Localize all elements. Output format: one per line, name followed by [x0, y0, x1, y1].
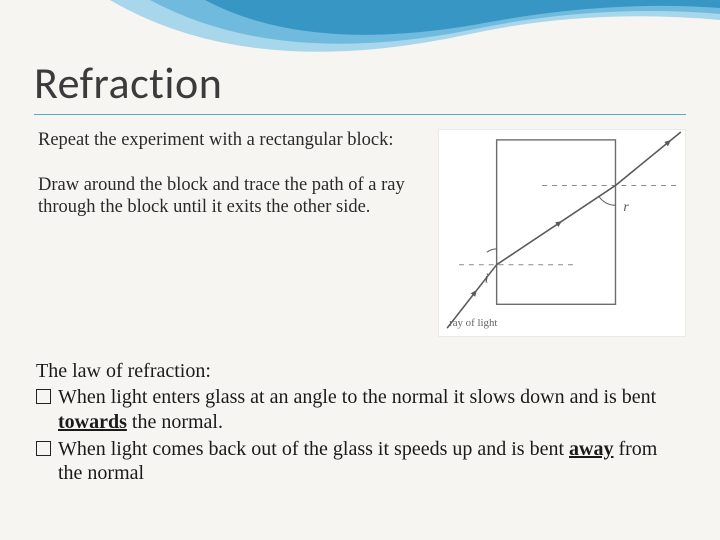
bullet-1-emph: towards	[58, 411, 127, 433]
svg-text:r: r	[623, 199, 629, 214]
paragraph-1: Repeat the experiment with a rectangular…	[34, 129, 420, 152]
text-column: Repeat the experiment with a rectangular…	[34, 129, 420, 219]
diagram-container: i r ray of light	[438, 129, 686, 342]
bullet-1-pre: When light enters glass at an angle to t…	[58, 386, 656, 408]
bullet-marker-icon	[36, 389, 51, 404]
paragraph-2: Draw around the block and trace the path…	[34, 174, 420, 219]
law-bullets: When light enters glass at an angle to t…	[34, 385, 686, 486]
bullet-1-text: When light enters glass at an angle to t…	[58, 385, 684, 435]
slide-title: Refraction	[34, 56, 686, 115]
refraction-diagram: i r ray of light	[438, 129, 686, 337]
bullet-2-emph: away	[569, 438, 613, 460]
bullet-marker-icon	[36, 441, 51, 456]
bullet-1: When light enters glass at an angle to t…	[36, 385, 684, 435]
svg-text:i: i	[485, 271, 489, 286]
bullet-2-text: When light comes back out of the glass i…	[58, 437, 684, 487]
slide: Refraction Repeat the experiment with a …	[0, 0, 720, 508]
law-heading: The law of refraction:	[36, 360, 686, 383]
bullet-2-pre: When light comes back out of the glass i…	[58, 438, 569, 460]
bullet-2: When light comes back out of the glass i…	[36, 437, 684, 487]
bullet-1-post: the normal.	[127, 411, 223, 433]
content-row: Repeat the experiment with a rectangular…	[34, 129, 686, 342]
svg-text:ray of light: ray of light	[449, 317, 497, 329]
